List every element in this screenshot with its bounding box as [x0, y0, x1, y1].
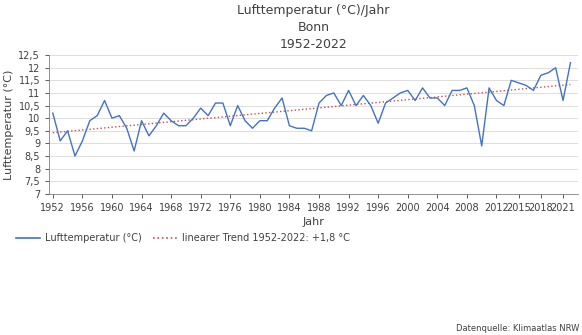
- Y-axis label: Lufttemperatur (°C): Lufttemperatur (°C): [4, 69, 14, 180]
- Title: Lufttemperatur (°C)/Jahr
Bonn
1952-2022: Lufttemperatur (°C)/Jahr Bonn 1952-2022: [237, 4, 390, 51]
- X-axis label: Jahr: Jahr: [303, 217, 324, 227]
- Text: Datenquelle: Klimaatlas NRW: Datenquelle: Klimaatlas NRW: [456, 324, 579, 333]
- Legend: Lufttemperatur (°C), linearer Trend 1952-2022: +1,8 °C: Lufttemperatur (°C), linearer Trend 1952…: [12, 229, 354, 247]
